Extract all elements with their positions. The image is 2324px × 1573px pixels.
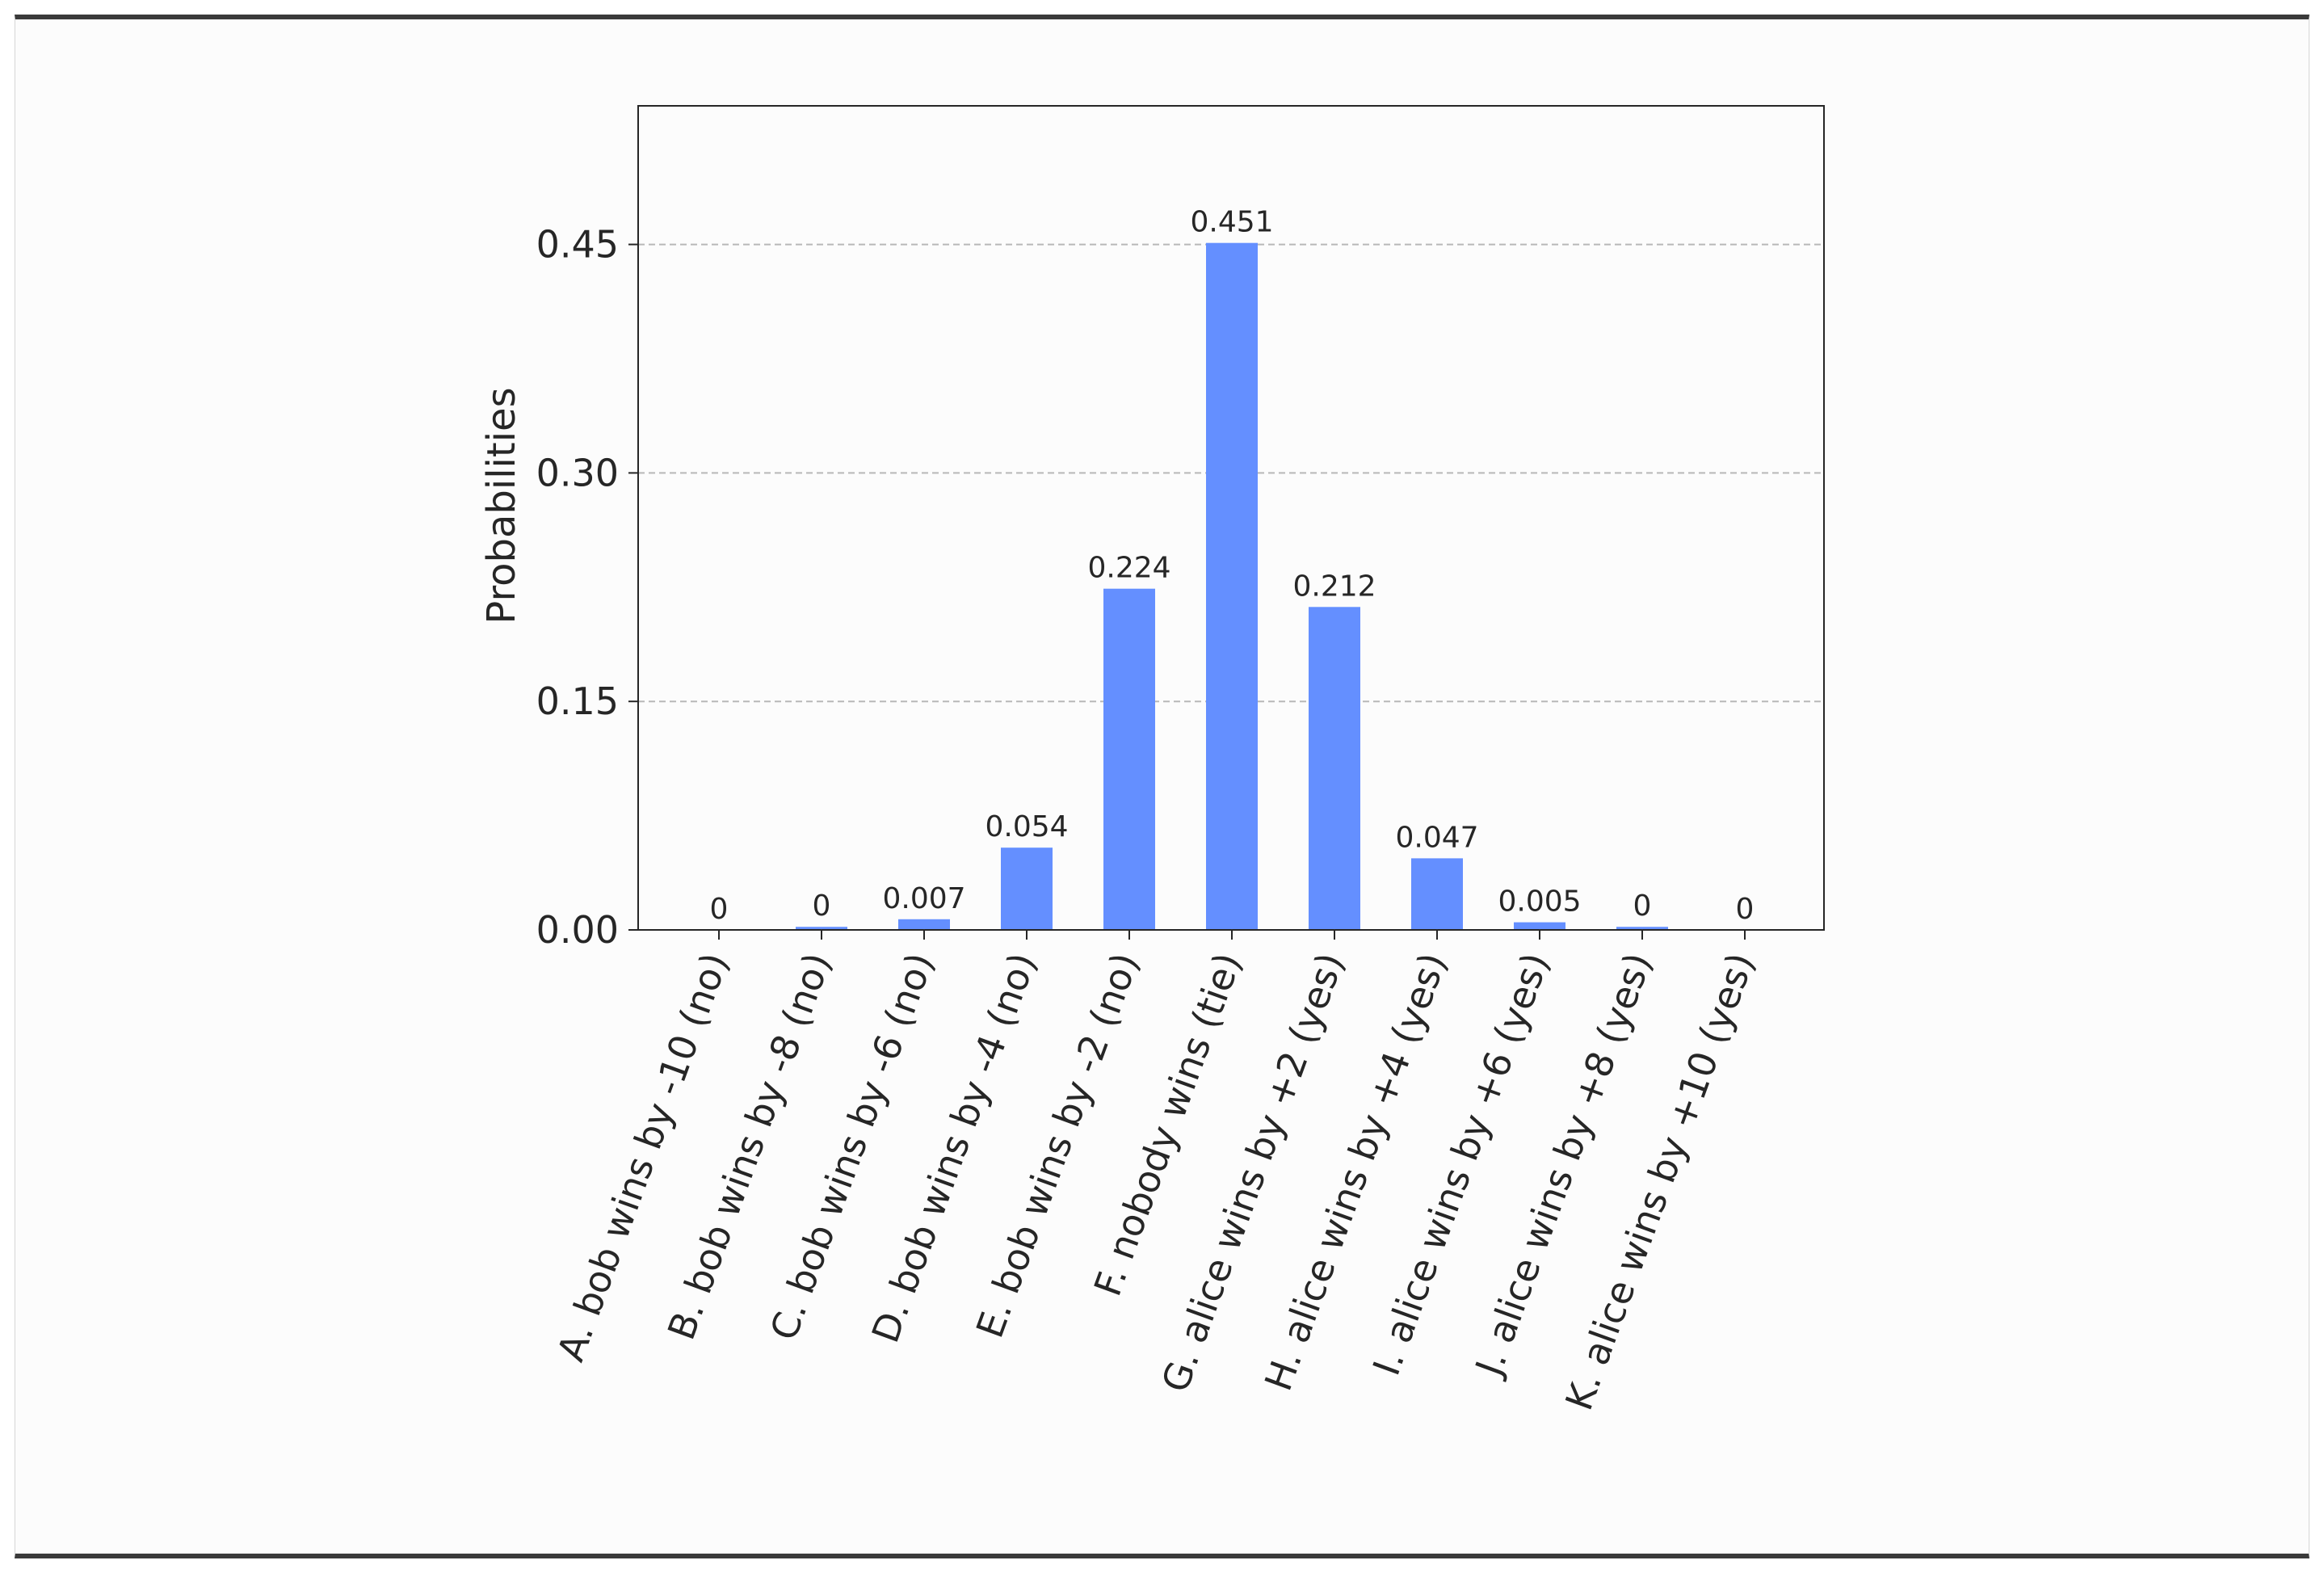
x-tick-label: H. alice wins by +4 (yes) — [1256, 947, 1455, 1396]
data-label: 0.005 — [1498, 885, 1581, 919]
bar — [1309, 607, 1360, 930]
y-tick-label: 0.45 — [536, 223, 619, 267]
y-axis-ticks: 0.00 0.15 0.30 0.45 — [536, 223, 638, 952]
bar — [1411, 858, 1463, 930]
bar — [898, 919, 950, 930]
data-labels: 0 0 0.007 0.054 0.224 0.451 0.212 0.047 0.005 0 0 — [710, 206, 1755, 926]
bar — [1514, 922, 1565, 930]
y-tick-label: 0.15 — [536, 679, 619, 723]
data-label: 0.224 — [1087, 552, 1170, 585]
bars — [796, 242, 1668, 930]
x-tick-label: G. alice wins by +2 (yes) — [1153, 947, 1352, 1398]
data-label: 0.007 — [882, 882, 965, 915]
figure-frame: 0.00 0.15 0.30 0.45 A. bob wins by -10 (no)… — [15, 15, 2309, 1558]
bar — [1103, 588, 1155, 930]
y-tick-label: 0.00 — [536, 908, 619, 952]
bar — [1206, 242, 1258, 930]
data-label: 0.054 — [985, 810, 1068, 843]
bar-chart: 0.00 0.15 0.30 0.45 A. bob wins by -10 (no)… — [479, 105, 1825, 1415]
data-label: 0.212 — [1292, 570, 1376, 603]
data-label: 0 — [710, 893, 729, 926]
data-label: 0.451 — [1190, 206, 1273, 239]
x-tick-label: K. alice wins by +10 (yes) — [1557, 947, 1763, 1415]
bar — [796, 927, 847, 930]
bar — [1616, 927, 1668, 930]
bar — [1001, 847, 1053, 930]
data-label: 0 — [1736, 893, 1755, 926]
data-label: 0 — [1633, 890, 1652, 923]
data-label: 0 — [813, 890, 831, 923]
y-axis-title: Probabilities — [479, 387, 524, 624]
x-axis-ticks: A. bob wins by -10 (no)B. bob wins by -8… — [548, 930, 1763, 1415]
data-label: 0.047 — [1395, 821, 1478, 854]
y-tick-label: 0.30 — [536, 451, 619, 494]
